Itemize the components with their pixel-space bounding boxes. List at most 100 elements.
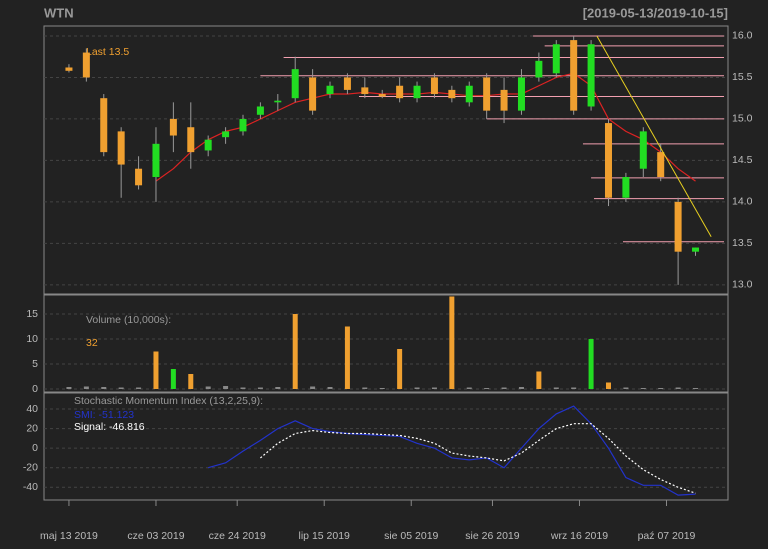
candle-body [326,85,334,95]
volume-bar [205,386,211,389]
candle-body [274,100,282,103]
candle-body [692,247,700,252]
y-tick-label: 14.0 [732,196,753,208]
volume-bar [397,349,403,389]
volume-bar [605,382,611,389]
volume-bar [118,387,124,389]
volume-bar [466,387,472,389]
candle-body [396,85,404,99]
candle-body [430,77,438,95]
candle-body [622,177,630,198]
y-tick-label: 14.5 [732,154,753,166]
volume-bar [240,387,246,389]
volume-bar [571,387,577,389]
volume-bar [101,387,107,389]
indicator-line [208,405,696,496]
volume-bar [344,326,350,389]
candle-body [343,77,351,90]
candle-body [413,85,421,99]
y-tick-label: 40 [26,403,38,415]
y-tick-label: 15 [26,308,38,320]
candle-body [378,94,386,97]
candle-body [187,127,195,153]
volume-last: 32 [86,337,98,349]
volume-bar [640,388,646,389]
panel-title: Volume (10,000s): [86,314,171,326]
volume-bar [188,374,194,389]
volume-bar [153,351,159,389]
volume-bar [257,387,263,389]
volume-bar [414,387,420,389]
candle-body [500,89,508,111]
volume-bar [223,386,229,389]
candle-body [309,77,317,111]
x-tick-label: maj 13 2019 [40,530,98,542]
volume-bar [83,386,89,389]
candle-body [361,87,369,95]
y-tick-label: -40 [23,481,38,493]
candle-body [152,143,160,178]
x-tick-label: sie 26 2019 [465,530,519,542]
volume-bar [501,387,507,389]
y-tick-label: 5 [32,358,38,370]
indicator-line [260,423,696,494]
candle-body [587,44,595,107]
volume-bar [362,387,368,389]
candle-body [639,131,647,169]
candle-body [291,69,299,99]
volume-bar [623,387,629,389]
panel-frame [43,392,729,501]
candle-body [117,131,125,165]
candle-body [82,52,90,78]
last-price: Last 13.5 [86,46,129,58]
volume-bar [275,387,281,389]
legend-entry: Signal: -46.816 [74,421,145,433]
volume-bar [449,296,455,389]
y-tick-label: 10 [26,333,38,345]
candle-body [222,131,230,138]
chart-title: WTN [44,5,74,20]
candle-body [657,152,665,178]
volume-bar [536,371,542,389]
x-tick-label: paź 07 2019 [638,530,696,542]
volume-bar [310,386,316,389]
volume-bar [518,387,524,389]
candle-body [604,123,612,198]
volume-bar [170,369,176,389]
y-tick-label: 13.0 [732,279,753,291]
y-tick-label: 15.5 [732,71,753,83]
date-range: [2019-05-13/2019-10-15] [583,5,728,20]
panel-frame [43,294,729,393]
volume-bar [553,387,559,389]
y-tick-label: 15.0 [732,113,753,125]
candle-body [552,44,560,74]
candle-body [448,89,456,99]
volume-bar [66,387,72,389]
candle-body [483,77,491,111]
y-tick-label: 0 [32,442,38,454]
candle-body [465,85,473,103]
volume-bar [327,387,333,389]
candle-body [239,118,247,132]
candle-body [204,139,212,151]
volume-bar [658,388,664,389]
volume-bar [431,387,437,389]
y-tick-label: 0 [32,383,38,395]
volume-bar [693,388,699,389]
volume-bar [484,388,490,389]
x-tick-label: lip 15 2019 [299,530,351,542]
candle-body [517,77,525,111]
legend-entry: SMI: -51.123 [74,409,134,421]
x-tick-label: sie 05 2019 [384,530,438,542]
y-tick-label: 16.0 [732,30,753,42]
volume-bar [379,388,385,389]
y-tick-label: 20 [26,422,38,434]
volume-bar [292,314,298,389]
candle-body [135,168,143,186]
candle-body [65,67,73,71]
candle-body [100,98,108,153]
panel-title: Stochastic Momentum Index (13,2,25,9): [74,395,263,407]
volume-bar [588,339,594,389]
